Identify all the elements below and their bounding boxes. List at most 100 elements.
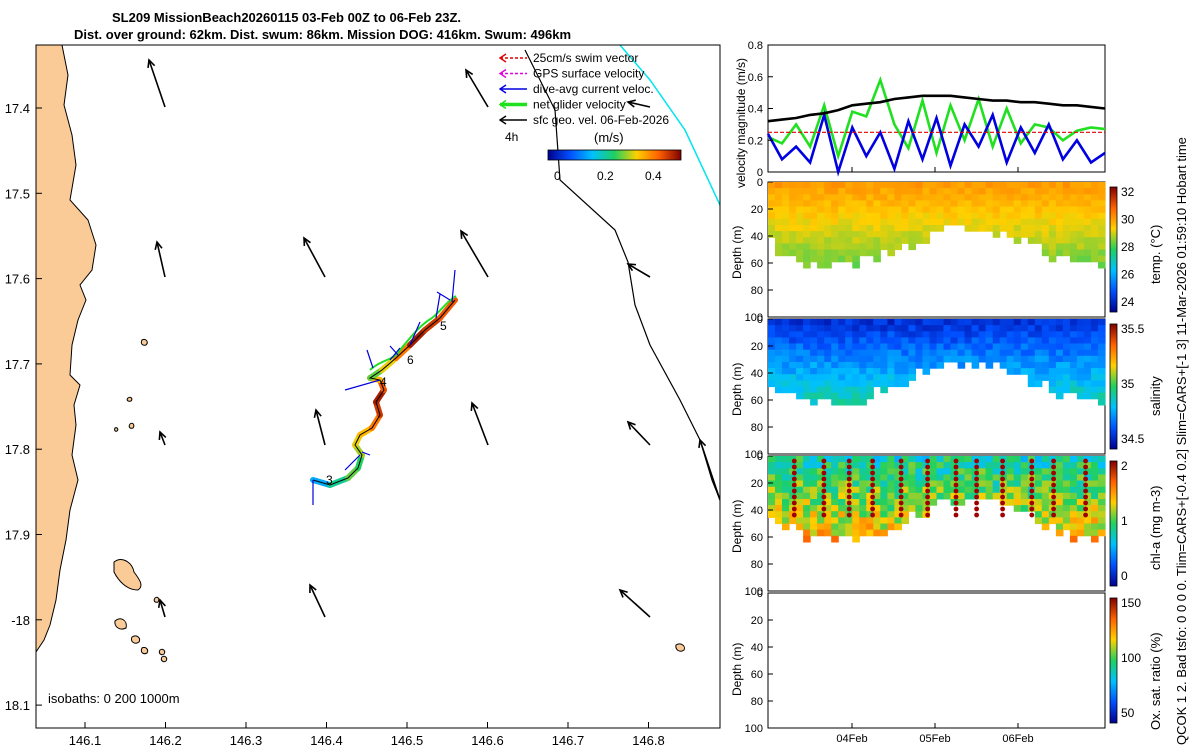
temperature-cell xyxy=(1076,243,1085,251)
salinity-cell xyxy=(999,343,1008,351)
chlorophyll-cell xyxy=(957,456,966,463)
salinity-cell xyxy=(789,380,797,388)
temperature-cell xyxy=(873,255,881,263)
temperature-cell xyxy=(838,243,846,251)
island xyxy=(128,422,135,429)
chl-dot xyxy=(1051,482,1056,488)
salinity-cell xyxy=(1048,386,1057,394)
chlorophyll-cell xyxy=(873,480,881,488)
chl-dot xyxy=(925,476,930,482)
salinity-cell xyxy=(887,355,895,363)
chlorophyll-cell xyxy=(1062,492,1071,500)
chlorophyll-cell xyxy=(1091,486,1099,494)
salinity-cell xyxy=(985,337,994,345)
temperature-cell xyxy=(782,231,790,238)
salinity-cell xyxy=(1055,337,1064,345)
salinity-cell xyxy=(1076,374,1085,381)
temperature-cell xyxy=(1048,243,1057,251)
chlorophyll-cell xyxy=(1013,474,1022,482)
temperature-cell xyxy=(1034,188,1043,195)
temperature-cell xyxy=(957,182,966,189)
chlorophyll-cell xyxy=(866,462,874,469)
chl-dot xyxy=(821,482,827,488)
chlorophyll-cell xyxy=(1006,462,1015,469)
chlorophyll-cell xyxy=(810,529,818,537)
chlorophyll-cell xyxy=(957,499,966,506)
chlorophyll-cell xyxy=(1076,486,1085,494)
temperature-cell xyxy=(1069,237,1078,244)
salinity-cell xyxy=(831,337,839,345)
salinity-cell xyxy=(1069,368,1078,375)
chlorophyll-cell xyxy=(978,462,987,469)
chl-dot xyxy=(870,464,875,470)
chlorophyll-cell xyxy=(1083,456,1092,463)
temperature-cell xyxy=(1020,200,1029,208)
temperature-cell xyxy=(992,231,1001,238)
salinity-cell xyxy=(1027,343,1036,351)
chl-dot xyxy=(898,470,904,476)
temperature-cell xyxy=(796,249,804,257)
salinity-cell xyxy=(775,362,783,369)
chl-dot xyxy=(821,488,827,494)
salinity-cell xyxy=(1055,386,1064,394)
salinity-cell xyxy=(838,319,846,326)
chlorophyll-cell xyxy=(943,486,952,494)
chlorophyll-cell xyxy=(852,456,860,463)
temperature-cell xyxy=(866,200,874,208)
chlorophyll-cell xyxy=(1098,468,1106,475)
salinity-cell xyxy=(1062,319,1071,326)
temperature-cell xyxy=(789,206,797,214)
salinity-cell xyxy=(894,380,902,388)
temperature-cell xyxy=(1013,206,1022,214)
salinity-cell xyxy=(866,343,874,351)
chl-dot xyxy=(846,494,852,500)
temperature-cell xyxy=(810,249,818,257)
salinity-cell xyxy=(978,331,987,338)
lon-tick-label: 146.7 xyxy=(552,733,585,748)
chlorophyll-cell xyxy=(859,499,867,506)
temperature-cell xyxy=(859,182,867,189)
chlorophyll-cell xyxy=(810,517,818,525)
salinity-cell xyxy=(859,392,867,400)
temperature-cell xyxy=(922,212,931,220)
lat-tick-label: 17.9 xyxy=(5,528,30,543)
chl-dot xyxy=(974,482,979,488)
salinity-cell xyxy=(908,331,916,338)
salinity-cell xyxy=(1006,319,1015,326)
temperature-cell xyxy=(971,188,980,195)
temperature-cell xyxy=(873,182,881,189)
chlorophyll-cell xyxy=(1055,499,1064,506)
chlorophyll-cell xyxy=(1055,492,1064,500)
salinity-cell xyxy=(852,362,860,369)
chlorophyll-cell xyxy=(796,523,804,531)
salinity-cell xyxy=(1020,331,1029,338)
temperature-cell xyxy=(1006,200,1015,208)
chl-dot xyxy=(953,476,959,482)
temperature-cell xyxy=(999,200,1008,208)
chlorophyll-cell xyxy=(824,529,832,537)
salinity-cell xyxy=(957,343,966,351)
temperature-cell xyxy=(782,243,790,251)
temperature-cell xyxy=(852,182,860,189)
salinity-cell xyxy=(824,362,832,369)
map-cbar-tick: 0 xyxy=(554,169,561,183)
temperature-cell xyxy=(824,212,832,220)
temperature-cell xyxy=(943,206,952,214)
temperature-cell xyxy=(1062,212,1071,220)
chl-dot xyxy=(898,512,904,518)
salinity-cell xyxy=(894,349,902,357)
chlorophyll-cell xyxy=(817,456,825,463)
temperature-cell xyxy=(1020,182,1029,189)
salinity-cell xyxy=(922,319,931,326)
salinity-cell xyxy=(1091,331,1099,338)
chl-dot xyxy=(791,470,797,476)
chlorophyll-cell xyxy=(859,486,867,494)
salinity-cell xyxy=(1062,374,1071,381)
salinity-cell xyxy=(1062,325,1071,332)
salinity-cell xyxy=(922,368,931,375)
salinity-cell xyxy=(894,368,902,375)
salinity-cell xyxy=(901,380,909,388)
salinity-cell xyxy=(817,380,825,388)
salinity-cell xyxy=(1055,319,1064,326)
temperature-cell xyxy=(859,188,867,195)
